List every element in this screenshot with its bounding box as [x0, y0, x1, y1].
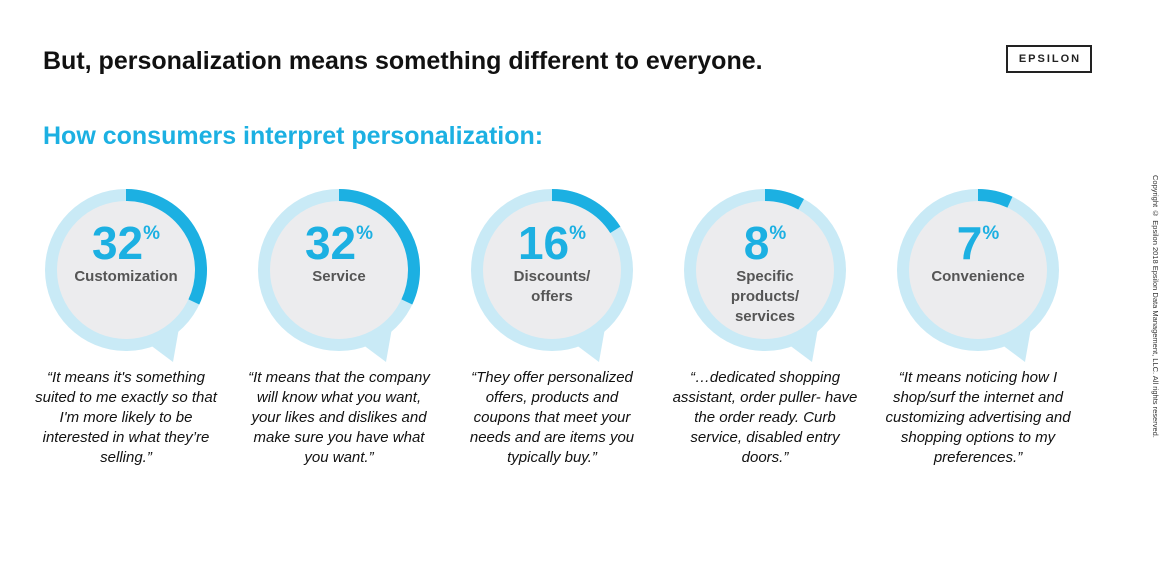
value-label: 16%	[518, 217, 586, 269]
value-label: 32%	[305, 217, 373, 269]
quote-text: “It means noticing how I shop/surf the i…	[885, 369, 1071, 466]
category-label: services	[735, 308, 795, 325]
category-label: Discounts/	[514, 268, 592, 285]
quote-text: “…dedicated shopping assistant, order pu…	[672, 369, 858, 466]
value-number: 32	[305, 217, 356, 269]
value-label: 8%	[744, 217, 787, 269]
category-label: products/	[731, 288, 800, 305]
donut-center	[909, 201, 1047, 339]
donut-center	[696, 201, 834, 339]
category-label: Convenience	[931, 268, 1024, 285]
donut-center	[57, 201, 195, 339]
donut-2: 32%Service	[258, 189, 420, 362]
donut-5: 7%Convenience	[897, 189, 1059, 362]
bubble-tail	[150, 328, 179, 362]
bubble-tail	[363, 328, 392, 362]
page-title: But, personalization means something dif…	[43, 47, 763, 75]
section-subtitle: How consumers interpret personalization:	[43, 122, 544, 150]
category-label: offers	[531, 288, 573, 305]
quote-text: “They offer personalized offers, product…	[469, 369, 635, 466]
quote-text: “It means it's something suited to me ex…	[35, 369, 217, 466]
epsilon-logo: EPSILON	[1006, 45, 1092, 73]
value-arc	[551, 189, 621, 234]
value-number: 16	[518, 217, 569, 269]
donut-3: 16%Discounts/offers	[471, 189, 633, 362]
value-arc	[977, 189, 1013, 208]
copyright-notice: Copyright © Epsilon 2018 Epsilon Data Ma…	[1151, 175, 1160, 438]
value-arc	[125, 189, 207, 305]
category-label: Specific	[736, 268, 794, 285]
value-number: 32	[92, 217, 143, 269]
percent-sign: %	[569, 223, 586, 244]
percent-sign: %	[356, 223, 373, 244]
value-number: 8	[744, 217, 770, 269]
value-label: 32%	[92, 217, 160, 269]
quote-text: “It means that the company will know wha…	[248, 369, 430, 466]
donut-1: 32%Customization	[45, 189, 207, 362]
category-label: Customization	[74, 268, 177, 285]
bubble-tail	[789, 328, 818, 362]
value-arc	[764, 189, 805, 210]
category-label: Service	[312, 268, 365, 285]
value-arc	[338, 189, 420, 305]
value-number: 7	[957, 217, 983, 269]
percent-sign: %	[769, 223, 786, 244]
percent-sign: %	[982, 223, 999, 244]
donut-center	[483, 201, 621, 339]
bubble-tail	[576, 328, 605, 362]
donut-center	[270, 201, 408, 339]
bubble-tail	[1002, 328, 1031, 362]
value-label: 7%	[957, 217, 1000, 269]
percent-sign: %	[143, 223, 160, 244]
